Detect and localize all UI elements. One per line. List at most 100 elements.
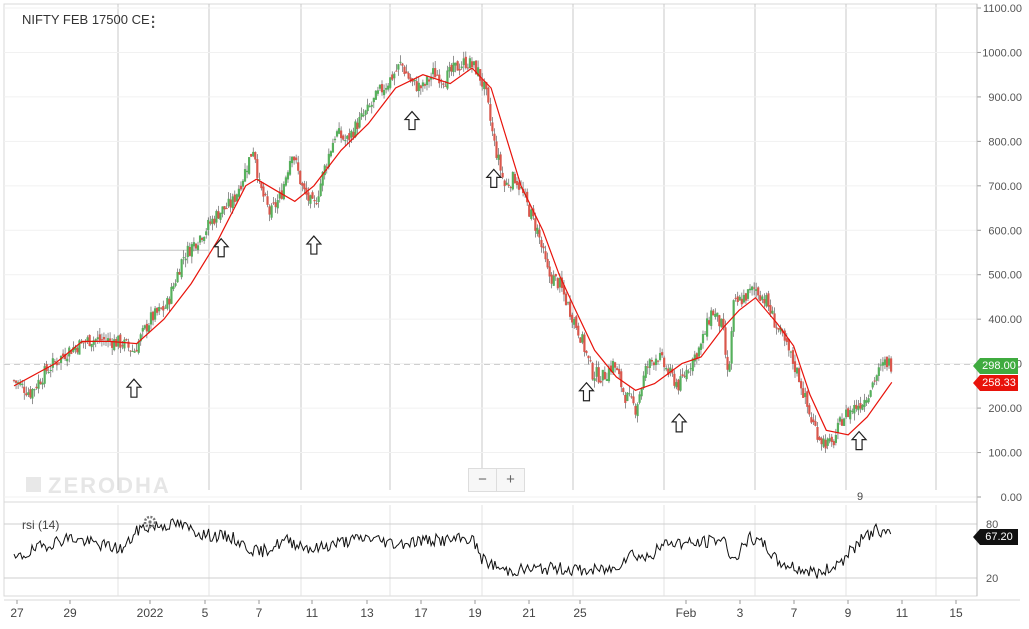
candle-up: [626, 392, 629, 402]
buy-signal-arrow-icon: [578, 381, 595, 402]
candle-down: [791, 350, 795, 364]
candle-down: [797, 368, 801, 383]
x-tick-label: 11: [306, 606, 319, 620]
candle-down: [303, 183, 306, 190]
candle-down: [121, 345, 124, 347]
watermark: ZERODHA: [48, 473, 171, 498]
candle-down: [356, 122, 359, 130]
candle-up: [248, 157, 251, 174]
candle-up: [765, 295, 768, 307]
candle-up: [184, 258, 187, 261]
candle-up: [675, 382, 678, 388]
rsi-line: [13, 518, 892, 579]
candle-up: [158, 307, 161, 312]
rsi-label[interactable]: rsi (14): [22, 518, 60, 532]
x-tick-label: 25: [573, 606, 587, 620]
candle-down: [57, 362, 61, 364]
zoom-in-button[interactable]: +: [496, 469, 524, 491]
candle-down: [718, 315, 721, 327]
candle-down: [806, 391, 809, 407]
candle-down: [556, 278, 559, 289]
candle-down: [127, 341, 130, 348]
candle-up: [286, 172, 290, 180]
candle-down: [564, 293, 568, 305]
candle-down: [61, 353, 65, 356]
candle-up: [497, 154, 500, 160]
candle-down: [532, 208, 535, 217]
candle-down: [767, 293, 770, 307]
candle-down: [98, 334, 101, 341]
candle-down: [589, 360, 592, 362]
x-tick-label: 21: [522, 606, 536, 620]
candle-down: [515, 181, 519, 185]
candle-up: [51, 358, 54, 368]
zoom-out-button[interactable]: −: [478, 471, 487, 488]
candle-down: [233, 194, 236, 202]
candle-down: [683, 375, 686, 377]
candle-up: [211, 218, 214, 225]
x-tick-label: 7: [791, 606, 798, 620]
candle-up: [237, 188, 240, 197]
candle-up: [454, 62, 457, 66]
candle-down: [847, 408, 850, 417]
candle-up: [714, 313, 717, 318]
candle-up: [393, 73, 396, 79]
candle-down: [622, 388, 625, 393]
candle-down: [403, 66, 406, 75]
candle-down: [200, 237, 204, 240]
rsi-value-badge: 67.20: [973, 529, 1018, 545]
candle-up: [644, 365, 647, 378]
candle-up: [235, 194, 238, 202]
candle-up: [47, 371, 50, 373]
zerodha-logo-icon: [26, 477, 41, 492]
candle-down: [783, 330, 786, 341]
candle-up: [282, 184, 285, 200]
candle-up: [558, 277, 561, 288]
candle-up: [789, 351, 793, 353]
candle-down: [677, 379, 680, 391]
candle-up: [278, 192, 281, 199]
candle-up: [207, 219, 210, 231]
candle-up: [276, 200, 279, 209]
candle-up: [536, 227, 539, 234]
candle-down: [667, 368, 670, 375]
candle-up: [669, 367, 672, 373]
ma-value-badge: 258.33: [973, 375, 1018, 391]
candle-up: [687, 371, 690, 373]
candle-up: [368, 106, 371, 108]
candle-up: [364, 110, 367, 115]
candle-down: [395, 70, 398, 72]
candle-up: [658, 353, 662, 361]
candle-down: [810, 417, 813, 423]
candle-down: [577, 325, 580, 336]
candle-up: [397, 64, 400, 70]
candle-down: [264, 194, 267, 196]
candle-down: [162, 305, 165, 311]
candle-up: [337, 128, 341, 134]
candle-up: [472, 61, 476, 66]
candle-up: [865, 400, 868, 403]
plot-frame: [3, 3, 978, 597]
candle-down: [509, 186, 512, 189]
candle-down: [840, 419, 844, 426]
instrument-title[interactable]: NIFTY FEB 17500 CE: [22, 12, 150, 27]
candle-down: [12, 380, 16, 382]
buy-signal-arrow-icon: [670, 412, 688, 433]
candle-up: [838, 417, 842, 422]
candle-up: [21, 383, 24, 385]
candle-down: [885, 356, 889, 368]
y-tick-label: 200.00: [988, 403, 1022, 415]
candle-up: [221, 206, 224, 214]
vertical-dots-icon[interactable]: ...: [151, 5, 156, 32]
candle-down: [407, 73, 410, 79]
candle-up: [845, 409, 848, 418]
candle-up: [857, 405, 860, 411]
candle-down: [213, 218, 216, 224]
x-tick-label: 2022: [137, 606, 164, 620]
candle-up: [288, 161, 292, 175]
candle-up: [867, 398, 870, 403]
candle-up: [875, 375, 878, 381]
candle-down: [597, 367, 600, 383]
candle-down: [873, 380, 876, 382]
